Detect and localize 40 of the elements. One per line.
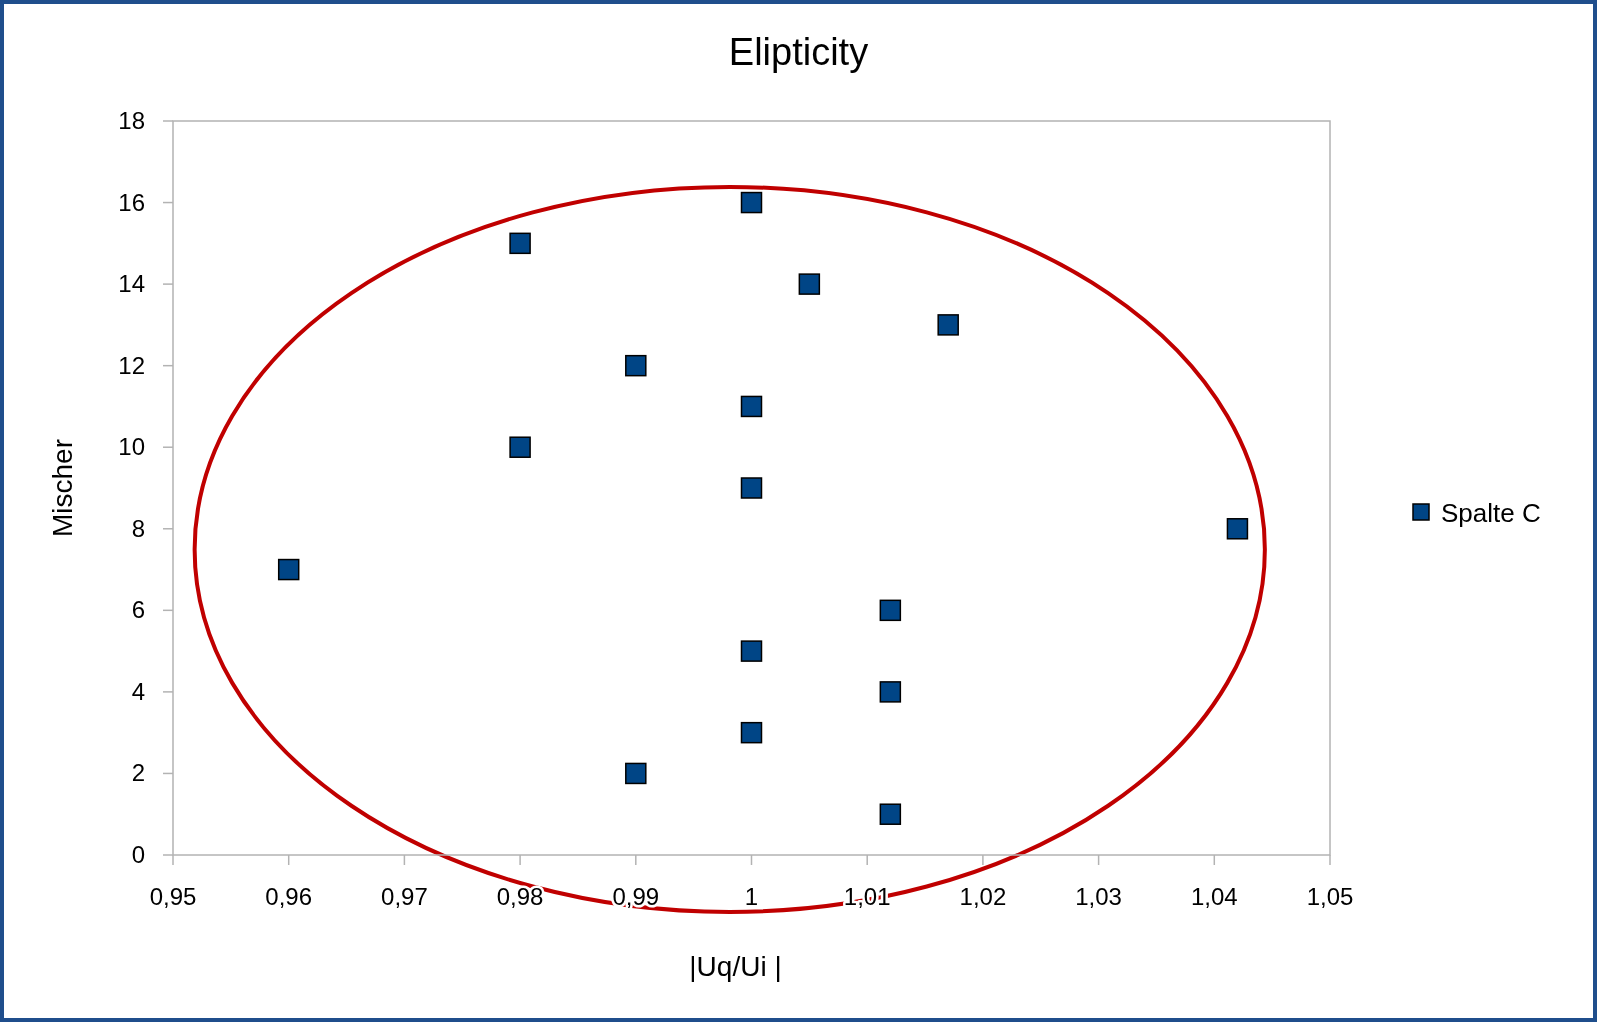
point <box>740 721 763 744</box>
x-tick-label: 1,03 <box>1075 883 1122 910</box>
point <box>740 640 763 662</box>
point <box>277 558 300 581</box>
point <box>740 191 763 214</box>
y-tick-label: 18 <box>118 107 145 134</box>
point <box>625 762 647 785</box>
x-axis-title: |Uq/Ui | <box>689 951 782 982</box>
point <box>798 273 821 295</box>
point <box>740 477 763 499</box>
point <box>879 803 902 825</box>
point <box>879 681 902 703</box>
y-tick-label: 12 <box>118 351 145 379</box>
point <box>625 354 647 377</box>
x-tick-label: 1,02 <box>959 883 1007 910</box>
x-tick-label: 0,98 <box>496 883 544 910</box>
legend-label: Spalte C <box>1441 498 1541 528</box>
x-tick-label: 1,04 <box>1190 883 1238 910</box>
y-tick-label: 4 <box>131 677 145 705</box>
y-tick-label: 2 <box>131 759 145 787</box>
chart-title: Elipticity <box>728 31 869 73</box>
x-tick-label: 0,99 <box>612 883 660 910</box>
point <box>937 314 959 336</box>
point <box>509 436 531 458</box>
x-tick-label: 0,95 <box>149 883 197 910</box>
point <box>509 232 531 255</box>
y-tick-label: 14 <box>118 270 145 298</box>
y-tick-label: 8 <box>131 514 145 542</box>
y-axis-title: Mischer <box>47 438 78 538</box>
point <box>740 395 763 418</box>
x-tick-label: 0,97 <box>381 883 428 910</box>
point <box>879 599 902 622</box>
y-tick-label: 0 <box>131 841 145 868</box>
y-tick-label: 6 <box>131 596 145 624</box>
x-tick-label: 1 <box>744 883 759 910</box>
point <box>1226 518 1249 540</box>
y-tick-label: 16 <box>118 188 145 216</box>
x-tick-label: 1,05 <box>1306 883 1354 910</box>
x-tick-label: 0,96 <box>265 883 313 910</box>
y-tick-label: 10 <box>118 433 145 461</box>
